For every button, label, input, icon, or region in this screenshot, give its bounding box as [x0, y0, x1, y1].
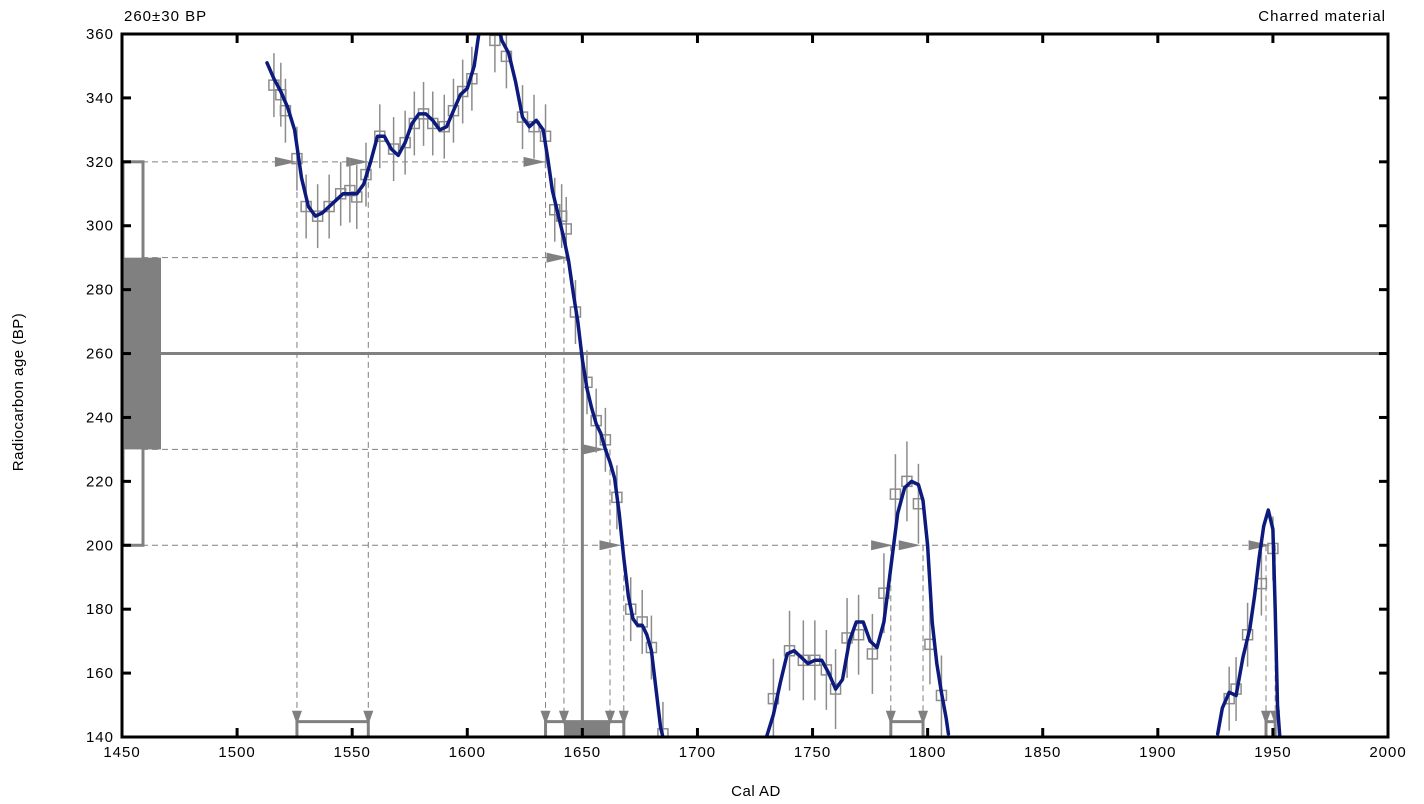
x-tick-label: 1700	[679, 744, 716, 761]
y-axis-title: Radiocarbon age (BP)	[10, 313, 27, 471]
data-point	[797, 654, 810, 667]
guide-arrow-230-1660	[583, 444, 606, 455]
x-tick-label: 1900	[1139, 744, 1176, 761]
one-sigma-range-block	[563, 720, 610, 737]
data-point	[866, 648, 879, 660]
data-point	[829, 683, 842, 695]
x-tick-label: 1550	[333, 744, 370, 761]
x-tick-label: 1450	[103, 744, 140, 761]
y-tick-label: 260	[86, 346, 114, 363]
drop-arrow-1662	[604, 710, 615, 725]
y-tick-label: 360	[86, 26, 114, 43]
x-tick-label: 1600	[449, 744, 486, 761]
x-tick-label: 1750	[794, 744, 831, 761]
data-point	[447, 104, 460, 117]
y-tick-label: 340	[86, 90, 114, 107]
x-tick-label: 1850	[1024, 744, 1061, 761]
x-tick-label: 1500	[218, 744, 255, 761]
y-tick-label: 160	[86, 665, 114, 682]
y-tick-label: 240	[86, 409, 114, 426]
calibration-curve-layer	[265, 34, 1282, 737]
material-label: Charred material	[1258, 8, 1386, 25]
plot-frame	[120, 32, 1390, 739]
data-point-layer	[268, 34, 1279, 737]
data-point	[323, 200, 335, 213]
x-tick-label: 2000	[1369, 744, 1406, 761]
y-tick-label: 200	[86, 537, 114, 554]
guide-arrow-320-1634	[523, 156, 546, 167]
x-tick-label: 1800	[909, 744, 946, 761]
guide-arrow-200-1785	[871, 540, 894, 551]
data-point	[889, 488, 902, 500]
guide-arrow-320-1557	[346, 156, 369, 167]
annotation-layer	[121, 156, 1388, 737]
calibration-curve-segment	[265, 34, 665, 737]
calibration-curve-segment	[1215, 508, 1282, 737]
axes-layer: 1450 1500 1550 1600 1650 1700 1750 1800 1850 1900…	[86, 26, 1406, 761]
data-point	[387, 143, 400, 155]
data-point	[344, 184, 356, 197]
y-tick-label: 280	[86, 282, 114, 299]
guide-arrow-320-1526	[274, 156, 297, 167]
y-tick-label: 320	[86, 154, 114, 171]
drop-arrow-1642	[558, 710, 569, 725]
guide-arrow-200-1797	[898, 540, 921, 551]
data-point	[852, 628, 865, 641]
data-point	[657, 728, 669, 737]
y-tick-label: 300	[86, 218, 114, 235]
y-tick-label: 180	[86, 601, 114, 618]
data-point	[456, 85, 469, 98]
sample-age-label: 260±30 BP	[124, 8, 207, 25]
x-axis-title: Cal AD	[731, 783, 781, 800]
data-point	[311, 210, 324, 222]
y-tick-label: 140	[86, 729, 114, 746]
y-tick-label: 220	[86, 473, 114, 490]
data-point	[820, 664, 833, 676]
guide-arrow-290-1644	[546, 252, 569, 263]
guide-arrow-200-1667	[599, 540, 622, 551]
x-tick-label: 1950	[1254, 744, 1291, 761]
calibration-curve-segment	[764, 479, 951, 737]
x-tick-label: 1650	[564, 744, 601, 761]
